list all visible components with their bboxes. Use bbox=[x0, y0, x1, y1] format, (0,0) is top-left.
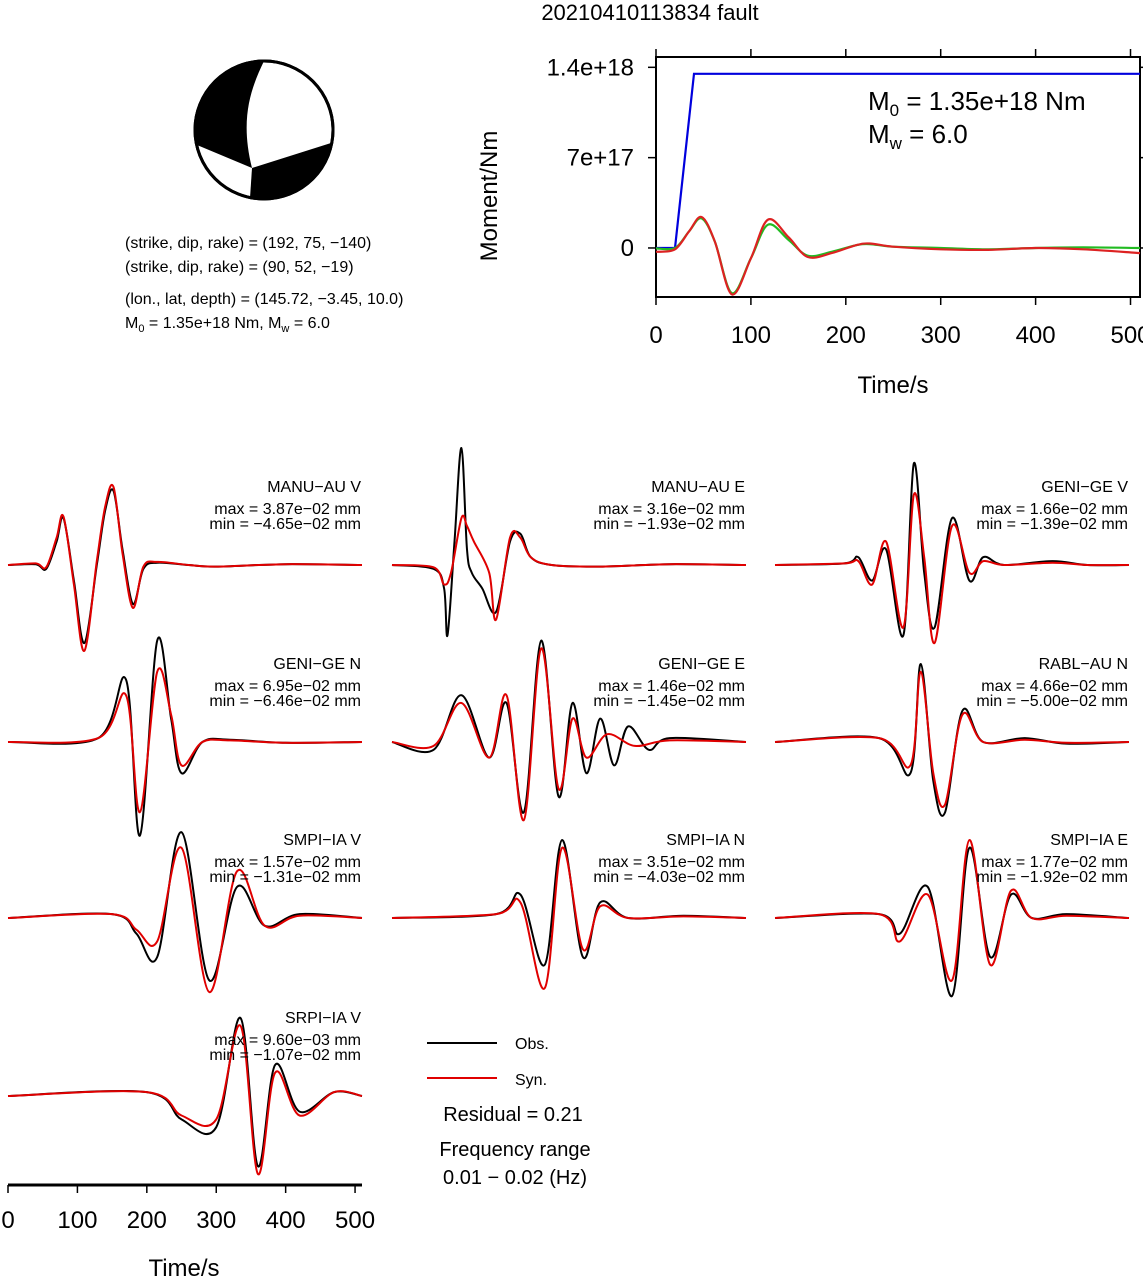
station-min: min = −1.31e−02 mm bbox=[209, 869, 361, 886]
waveform-obs bbox=[391, 446, 747, 637]
station-name: RABL−AU N bbox=[1039, 656, 1128, 673]
waveform-xtick-label: 200 bbox=[127, 1207, 167, 1234]
station-max: max = 1.57e−02 mm bbox=[214, 854, 361, 871]
station-min: min = −1.39e−02 mm bbox=[976, 516, 1128, 533]
moment-series bbox=[655, 72, 1141, 296]
station-name: GENI−GE N bbox=[273, 656, 361, 673]
waveform-xlabel: Time/s bbox=[148, 1255, 219, 1281]
station-max: max = 3.51e−02 mm bbox=[598, 854, 745, 871]
waveform-syn bbox=[7, 1024, 363, 1176]
legend: Obs. Syn. Residual = 0.21 Frequency rang… bbox=[427, 1036, 591, 1189]
moment-annotation-m0: M0 = 1.35e+18 Nm bbox=[868, 86, 1086, 120]
waveform-syn bbox=[7, 667, 363, 814]
beachball bbox=[193, 59, 335, 201]
moment-xlabel: Time/s bbox=[857, 372, 928, 399]
station-min: min = −6.46e−02 mm bbox=[209, 693, 361, 710]
waveform-syn bbox=[391, 846, 747, 990]
moment-xtick-label: 100 bbox=[731, 322, 771, 349]
waveform-syn bbox=[391, 514, 747, 621]
params-line-2: (strike, dip, rake) = (90, 52, −19) bbox=[125, 259, 354, 276]
waveform-xtick-label: 500 bbox=[335, 1207, 375, 1234]
waveform-syn bbox=[774, 492, 1130, 645]
beachball-outline bbox=[193, 59, 335, 201]
legend-syn-label: Syn. bbox=[515, 1072, 547, 1089]
moment-plot-frame bbox=[655, 56, 1141, 298]
residual-text: Residual = 0.21 bbox=[443, 1104, 583, 1126]
station-min: min = −1.45e−02 mm bbox=[593, 693, 745, 710]
params-line-1: (strike, dip, rake) = (192, 75, −140) bbox=[125, 235, 371, 252]
station-max: max = 9.60e−03 mm bbox=[214, 1032, 361, 1049]
frequency-value: 0.01 − 0.02 (Hz) bbox=[443, 1167, 587, 1189]
waveform-syn bbox=[7, 484, 363, 652]
station-name: SMPI−IA E bbox=[1050, 832, 1128, 849]
station-name: SMPI−IA V bbox=[283, 832, 361, 849]
waveform-time-axis: 0 100 200 300 400 500 bbox=[1, 1183, 375, 1234]
moment-xtick-label: 0 bbox=[649, 322, 662, 349]
moment-series-0 bbox=[656, 72, 1140, 250]
station-name: MANU−AU V bbox=[267, 479, 361, 496]
legend-obs-label: Obs. bbox=[515, 1036, 549, 1053]
waveform-syn bbox=[774, 670, 1130, 808]
station-max: max = 1.46e−02 mm bbox=[598, 678, 745, 695]
station-min: min = −4.03e−02 mm bbox=[593, 869, 745, 886]
moment-annotation-mw: Mw = 6.0 bbox=[868, 119, 968, 153]
waveform-xtick-label: 300 bbox=[196, 1207, 236, 1234]
moment-xtick-label: 200 bbox=[826, 322, 866, 349]
station-min: min = −1.07e−02 mm bbox=[209, 1047, 361, 1064]
station-max: max = 3.16e−02 mm bbox=[598, 501, 745, 518]
station-name: SRPI−IA V bbox=[285, 1010, 361, 1027]
station-max: max = 1.66e−02 mm bbox=[981, 501, 1128, 518]
waveform-syn bbox=[774, 838, 1130, 982]
station-max: max = 1.77e−02 mm bbox=[981, 854, 1128, 871]
moment-ytick-label: 1.4e+18 bbox=[547, 54, 634, 81]
waveform-xtick-label: 0 bbox=[1, 1207, 14, 1234]
station-name: SMPI−IA N bbox=[666, 832, 745, 849]
moment-series-1 bbox=[655, 217, 1141, 295]
moment-series-2 bbox=[655, 215, 1141, 296]
waveform-syn bbox=[7, 846, 363, 994]
waveform-xtick-label: 100 bbox=[57, 1207, 97, 1234]
moment-xtick-label: 500 bbox=[1110, 322, 1143, 349]
station-max: max = 3.87e−02 mm bbox=[214, 501, 361, 518]
waveform-xtick-label: 400 bbox=[266, 1207, 306, 1234]
station-max: max = 4.66e−02 mm bbox=[981, 678, 1128, 695]
station-name: MANU−AU E bbox=[651, 479, 745, 496]
station-max: max = 6.95e−02 mm bbox=[214, 678, 361, 695]
moment-ytick-label: 0 bbox=[621, 235, 634, 262]
moment-ticks: 0 100 200 300 400 500 0 7e+17 1.4e+18 bbox=[547, 49, 1143, 349]
station-name: GENI−GE V bbox=[1041, 479, 1128, 496]
moment-ytick-label: 7e+17 bbox=[567, 145, 634, 172]
waveform-obs bbox=[774, 662, 1130, 817]
moment-xtick-label: 400 bbox=[1016, 322, 1056, 349]
station-min: min = −5.00e−02 mm bbox=[976, 693, 1128, 710]
station-name: GENI−GE E bbox=[658, 656, 745, 673]
station-min: min = −1.93e−02 mm bbox=[593, 516, 745, 533]
figure-title: 20210410113834 fault bbox=[541, 0, 758, 25]
station-min: min = −4.65e−02 mm bbox=[209, 516, 361, 533]
moment-line: M0 = 1.35e+18 Nm, Mw = 6.0 bbox=[125, 315, 330, 335]
frequency-title: Frequency range bbox=[439, 1139, 590, 1161]
beachball-compression-quadrant-nw bbox=[195, 61, 264, 168]
waveform-syn bbox=[391, 647, 747, 822]
moment-plot: 010020030040050007e+171.4e+18 Moment/Nm … bbox=[476, 49, 1143, 399]
moment-ylabel: Moment/Nm bbox=[476, 131, 503, 262]
station-min: min = −1.92e−02 mm bbox=[976, 869, 1128, 886]
beachball-compression-quadrant-se bbox=[250, 143, 331, 200]
moment-xtick-label: 300 bbox=[921, 322, 961, 349]
location-line: (lon., lat, depth) = (145.72, −3.45, 10.… bbox=[125, 291, 403, 308]
